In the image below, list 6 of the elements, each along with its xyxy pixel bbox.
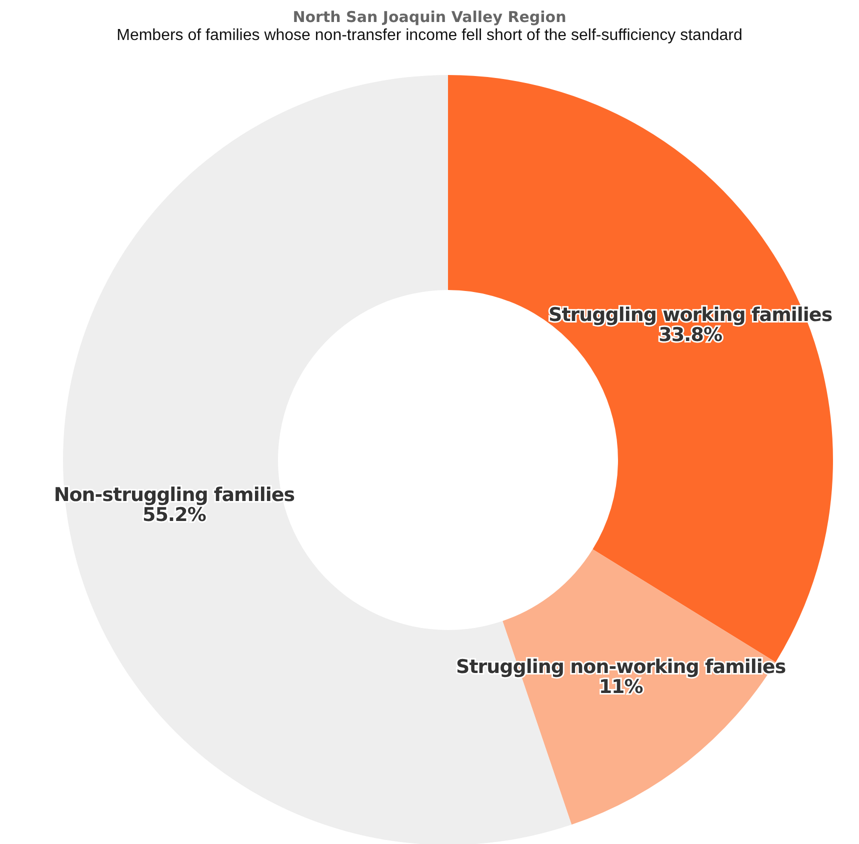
data-label: 11% [598, 676, 644, 698]
data-label: 33.8% [658, 324, 722, 346]
slice-label: Non-struggling families [54, 484, 295, 506]
data-label: 55.2% [142, 504, 206, 526]
chart-subtitle: Members of families whose non-transfer income fell short of the self-sufficiency standard [116, 27, 744, 45]
chart-title: North San Joaquin Valley Region [292, 8, 568, 26]
